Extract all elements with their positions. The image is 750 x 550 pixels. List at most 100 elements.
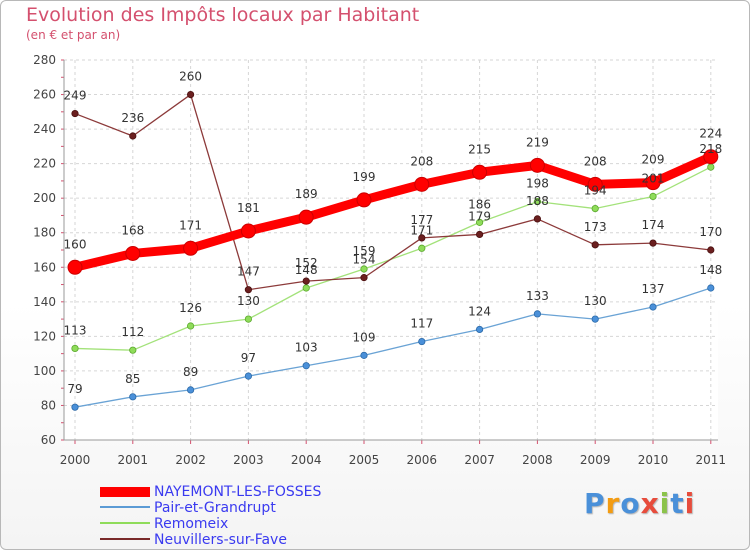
data-point-remomeix xyxy=(244,315,252,323)
data-label-pair: 130 xyxy=(584,294,607,308)
x-tick-label: 2007 xyxy=(464,453,495,467)
logo-letter: i xyxy=(659,487,671,520)
data-point-nayemont xyxy=(67,259,83,275)
data-label-neuvillers: 179 xyxy=(468,209,491,223)
data-point-remomeix xyxy=(475,218,484,226)
data-label-pair: 124 xyxy=(468,304,491,318)
data-label-nayemont: 224 xyxy=(699,127,722,141)
data-point-nayemont xyxy=(529,157,545,173)
legend-item: Neuvillers-sur-Fave xyxy=(100,532,420,548)
data-point-neuvillers xyxy=(533,215,542,223)
data-point-pair xyxy=(129,393,137,401)
x-tick-label: 2006 xyxy=(407,453,438,467)
data-label-nayemont: 160 xyxy=(64,237,87,251)
data-label-neuvillers: 188 xyxy=(526,194,549,208)
data-point-pair xyxy=(187,386,195,394)
data-point-pair xyxy=(591,315,599,323)
data-point-neuvillers xyxy=(475,230,484,239)
data-label-layer: 79 85 89 97 103 109 117 124 133 130 137 148 113 112 12… xyxy=(64,70,723,397)
data-label-nayemont: 219 xyxy=(526,135,549,149)
data-point-pair xyxy=(244,372,252,380)
legend-swatch-pair xyxy=(100,506,150,508)
axis-layer: 60 80 100 120 140 160 180 200 220 240 260 280 2000 20… xyxy=(33,53,726,467)
data-label-nayemont: 208 xyxy=(584,154,607,168)
data-point-nayemont xyxy=(645,175,661,191)
data-point-pair xyxy=(302,362,310,370)
logo-letter: P xyxy=(584,487,606,520)
data-label-pair: 137 xyxy=(642,282,665,296)
data-point-neuvillers xyxy=(129,132,137,140)
data-label-neuvillers: 170 xyxy=(699,225,722,239)
series-line-pair xyxy=(74,287,712,408)
data-point-pair xyxy=(71,403,79,411)
y-tick-label: 280 xyxy=(33,53,56,67)
data-label-remomeix: 148 xyxy=(295,263,318,277)
chart-title: Evolution des Impôts locaux par Habitant xyxy=(26,4,420,26)
data-point-neuvillers xyxy=(591,241,599,249)
y-tick-label: 260 xyxy=(33,88,56,102)
y-tick-label: 120 xyxy=(33,329,56,343)
data-point-neuvillers xyxy=(649,239,657,247)
data-label-pair: 103 xyxy=(295,341,318,355)
legend-label: Neuvillers-sur-Fave xyxy=(154,532,287,548)
data-label-neuvillers: 177 xyxy=(410,213,433,227)
data-label-remomeix: 194 xyxy=(584,184,607,198)
legend-label: Pair-et-Grandrupt xyxy=(154,500,276,516)
data-point-pair xyxy=(707,284,715,292)
data-point-remomeix xyxy=(71,344,79,353)
data-point-remomeix xyxy=(591,204,599,213)
data-point-nayemont xyxy=(298,209,314,225)
legend-swatch-remomeix xyxy=(100,522,150,524)
data-point-remomeix xyxy=(187,322,195,330)
data-label-nayemont: 181 xyxy=(237,201,260,215)
data-label-remomeix: 112 xyxy=(121,325,144,339)
x-tick-label: 2010 xyxy=(638,453,669,467)
legend-item: NAYEMONT-LES-FOSSES xyxy=(100,484,420,500)
data-point-neuvillers xyxy=(244,286,252,294)
x-tick-label: 2011 xyxy=(696,453,727,467)
legend-label: Remomeix xyxy=(154,516,229,532)
y-tick-label: 80 xyxy=(41,398,56,412)
data-point-neuvillers xyxy=(71,109,79,118)
data-label-nayemont: 168 xyxy=(121,223,144,237)
data-label-neuvillers: 154 xyxy=(353,253,376,267)
data-label-neuvillers: 147 xyxy=(237,265,260,279)
data-label-pair: 79 xyxy=(67,382,82,396)
data-label-remomeix: 113 xyxy=(64,323,87,337)
logo-letter: r xyxy=(605,487,621,520)
data-label-nayemont: 171 xyxy=(179,218,202,232)
data-label-neuvillers: 249 xyxy=(64,89,87,103)
data-label-neuvillers: 236 xyxy=(121,111,144,125)
x-tick-label: 2001 xyxy=(118,453,149,467)
data-point-neuvillers xyxy=(707,246,715,254)
y-tick-label: 140 xyxy=(33,295,56,309)
data-label-remomeix: 126 xyxy=(179,301,202,315)
y-tick-label: 60 xyxy=(41,433,56,447)
data-point-remomeix xyxy=(533,198,542,206)
chart-subtitle: (en € et par an) xyxy=(26,28,121,42)
series-line-remomeix xyxy=(74,166,712,351)
legend-item: Pair-et-Grandrupt xyxy=(100,500,420,516)
data-point-nayemont xyxy=(414,176,430,192)
line-chart: 60 80 100 120 140 160 180 200 220 240 260 280 2000 20… xyxy=(33,53,726,467)
data-point-neuvillers xyxy=(187,90,195,99)
series-line-nayemont xyxy=(70,152,716,272)
series-layer xyxy=(67,90,719,411)
data-point-pair xyxy=(475,325,484,334)
data-point-nayemont xyxy=(240,223,256,239)
legend-swatch-mark xyxy=(100,522,150,524)
data-point-remomeix xyxy=(649,192,657,201)
data-label-nayemont: 189 xyxy=(295,187,318,201)
x-tick-label: 2005 xyxy=(349,453,380,467)
data-label-pair: 89 xyxy=(183,365,198,379)
x-tick-label: 2000 xyxy=(60,453,91,467)
data-point-pair xyxy=(418,337,426,346)
data-label-remomeix: 218 xyxy=(699,142,722,156)
data-label-nayemont: 208 xyxy=(410,154,433,168)
y-tick-label: 240 xyxy=(33,122,56,136)
legend-item: Remomeix xyxy=(100,516,420,532)
data-label-remomeix: 201 xyxy=(642,171,665,185)
data-label-neuvillers: 174 xyxy=(642,218,665,232)
data-label-pair: 148 xyxy=(699,263,722,277)
y-tick-label: 200 xyxy=(33,191,56,205)
